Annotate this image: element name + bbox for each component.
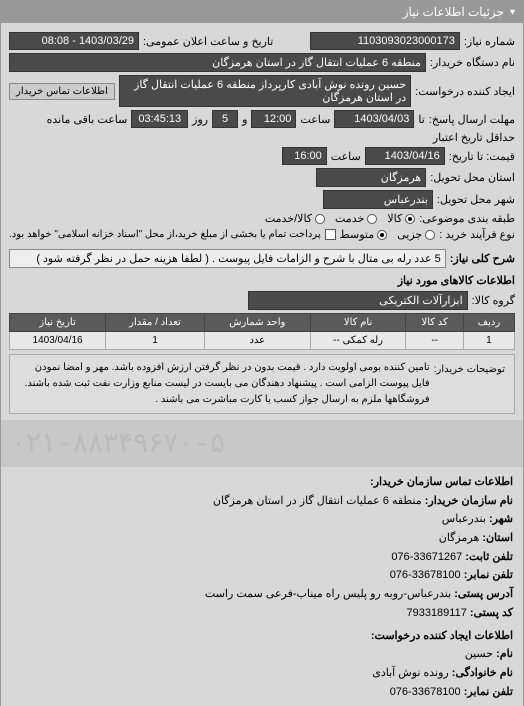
radio-icon xyxy=(377,230,387,240)
day-word: روز xyxy=(192,113,208,126)
purchase-option-1[interactable]: متوسط xyxy=(340,228,388,241)
countdown-time: 03:45:13 xyxy=(131,110,188,128)
buyer-desc-text: تامین کننده بومی اولویت دارد . قیمت بدون… xyxy=(15,360,430,408)
contact-phone-label: تلفن ثابت: xyxy=(465,551,513,563)
city-value: بندرعباس xyxy=(323,190,433,209)
panel-title: جزئیات اطلاعات نیاز xyxy=(1,1,523,23)
deadline-label: مهلت ارسال پاسخ: xyxy=(429,113,515,126)
buyer-org-label: نام دستگاه خریدار: xyxy=(430,56,515,69)
buyer-contact-button[interactable]: اطلاعات تماس خریدار xyxy=(9,83,115,100)
validity-time-label: ساعت xyxy=(331,150,361,163)
treasury-note: پرداخت تمام یا بخشی از مبلغ خرید،از محل … xyxy=(9,229,321,240)
req-fax-label: تلفن نمابر: xyxy=(464,686,513,698)
deadline-to-label: تا xyxy=(418,113,424,126)
subject-label: شرح کلی نیاز: xyxy=(450,252,515,265)
requester-contact-header: اطلاعات ایجاد کننده درخواست: xyxy=(371,630,513,642)
category-label: طبقه بندی موضوعی: xyxy=(419,212,515,225)
fname-value: حسین xyxy=(465,648,493,660)
validity-time: 16:00 xyxy=(282,147,327,165)
buyer-description-box: توضیحات خریدار: تامین کننده بومی اولویت … xyxy=(9,354,515,414)
city-label: شهر محل تحویل: xyxy=(437,193,515,206)
lname-label: نام خانوادگی: xyxy=(452,667,513,679)
deadline-time-label: ساعت xyxy=(300,113,330,126)
org-name-value: منطقه 6 عملیات انتقال گاز در استان هرمزگ… xyxy=(213,495,422,507)
contact-city-value: بندرعباس xyxy=(442,513,486,525)
radio-icon xyxy=(405,214,415,224)
validity-to-label: قیمت: تا تاریخ: xyxy=(449,150,515,163)
category-option-2[interactable]: کالا/خدمت xyxy=(265,212,325,225)
contact-postal-label: کد پستی: xyxy=(470,607,513,619)
contact-section: اطلاعات تماس سازمان خریدار: نام سازمان خ… xyxy=(1,467,523,706)
req-fax-value: 33678100-076 xyxy=(390,686,461,698)
countdown: 5 روز 03:45:13 ساعت باقی مانده xyxy=(47,110,239,128)
request-no-value: 1103093023000173 xyxy=(310,32,460,50)
province-label: استان محل تحویل: xyxy=(430,171,515,184)
request-no-label: شماره نیاز: xyxy=(464,35,515,48)
cell: عدد xyxy=(204,332,310,350)
buyer-desc-label: توضیحات خریدار: xyxy=(430,360,509,408)
buyer-org-value: منطقه 6 عملیات انتقال گاز در استان هرمزگ… xyxy=(9,53,426,72)
purchase-type-radio-group: جزیی متوسط xyxy=(340,228,436,241)
category-option-1[interactable]: خدمت xyxy=(335,212,377,225)
province-value: هرمزگان xyxy=(316,168,426,187)
goods-header: اطلاعات کالاهای مورد نیاز xyxy=(9,274,515,287)
requester-label: ایجاد کننده درخواست: xyxy=(415,85,515,98)
validity-label: حداقل تاریخ اعتبار xyxy=(425,131,515,144)
org-contact-header: اطلاعات تماس سازمان خریدار: xyxy=(370,476,513,488)
contact-province-value: هرمزگان xyxy=(439,532,480,544)
category-option-0[interactable]: کالا xyxy=(387,212,415,225)
contact-address-value: بندرعباس-روبه رو پلیس راه میناب-فرعی سمت… xyxy=(205,588,451,600)
cell: 1 xyxy=(463,332,514,350)
radio-icon xyxy=(315,214,325,224)
radio-icon xyxy=(367,214,377,224)
col-unit: واحد شمارش xyxy=(204,314,310,332)
left-label: ساعت باقی مانده xyxy=(47,113,128,126)
cell: -- xyxy=(406,332,463,350)
deadline-and: و xyxy=(242,113,247,126)
category-radio-group: کالا خدمت کالا/خدمت xyxy=(265,212,415,225)
goods-table: ردیف کد کالا نام کالا واحد شمارش تعداد /… xyxy=(9,313,515,350)
radio-icon xyxy=(425,230,435,240)
deadline-date: 1403/04/03 xyxy=(334,110,414,128)
watermark-phone: ۰۲۱-۸۸۳۴۹۶۷۰-۵ xyxy=(1,420,523,467)
countdown-days: 5 xyxy=(212,110,238,128)
col-date: تاریخ نیاز xyxy=(10,314,106,332)
contact-phone-value: 33671267-076 xyxy=(391,551,462,563)
contact-fax-value: 33678100-076 xyxy=(390,569,461,581)
validity-date: 1403/04/16 xyxy=(365,147,445,165)
cell: 1403/04/16 xyxy=(10,332,106,350)
purchase-option-0[interactable]: جزیی xyxy=(397,228,435,241)
col-name: نام کالا xyxy=(310,314,406,332)
requester-value: حسین رونده نوش آبادی کارپرداز منطقه 6 عم… xyxy=(119,75,411,107)
cell: رله کمکی -- xyxy=(310,332,406,350)
announce-label: تاریخ و ساعت اعلان عمومی: xyxy=(143,35,273,48)
cell: 1 xyxy=(106,332,205,350)
contact-city-label: شهر: xyxy=(489,513,513,525)
deadline-time: 12:00 xyxy=(251,110,296,128)
table-row: 1 -- رله کمکی -- عدد 1 1403/04/16 xyxy=(10,332,515,350)
treasury-checkbox[interactable] xyxy=(325,229,336,240)
contact-postal-value: 7933189117 xyxy=(406,607,466,619)
contact-address-label: آدرس پستی: xyxy=(454,588,513,600)
contact-province-label: استان: xyxy=(482,532,513,544)
purchase-type-label: نوع فرآیند خرید : xyxy=(439,228,515,241)
lname-value: رونده نوش آبادی xyxy=(372,667,448,679)
org-name-label: نام سازمان خریدار: xyxy=(425,495,513,507)
contact-fax-label: تلفن نمابر: xyxy=(464,569,513,581)
col-qty: تعداد / مقدار xyxy=(106,314,205,332)
announce-value: 1403/03/29 - 08:08 xyxy=(9,32,139,50)
details-panel: جزئیات اطلاعات نیاز شماره نیاز: 11030930… xyxy=(0,0,524,706)
goods-group-label: گروه کالا: xyxy=(472,294,515,307)
col-code: کد کالا xyxy=(406,314,463,332)
goods-group-value: ابزارآلات الکتریکی xyxy=(248,291,468,310)
subject-value: 5 عدد رله بی متال با شرح و الزامات فایل … xyxy=(9,249,446,268)
fname-label: نام: xyxy=(496,648,513,660)
col-row: ردیف xyxy=(463,314,514,332)
